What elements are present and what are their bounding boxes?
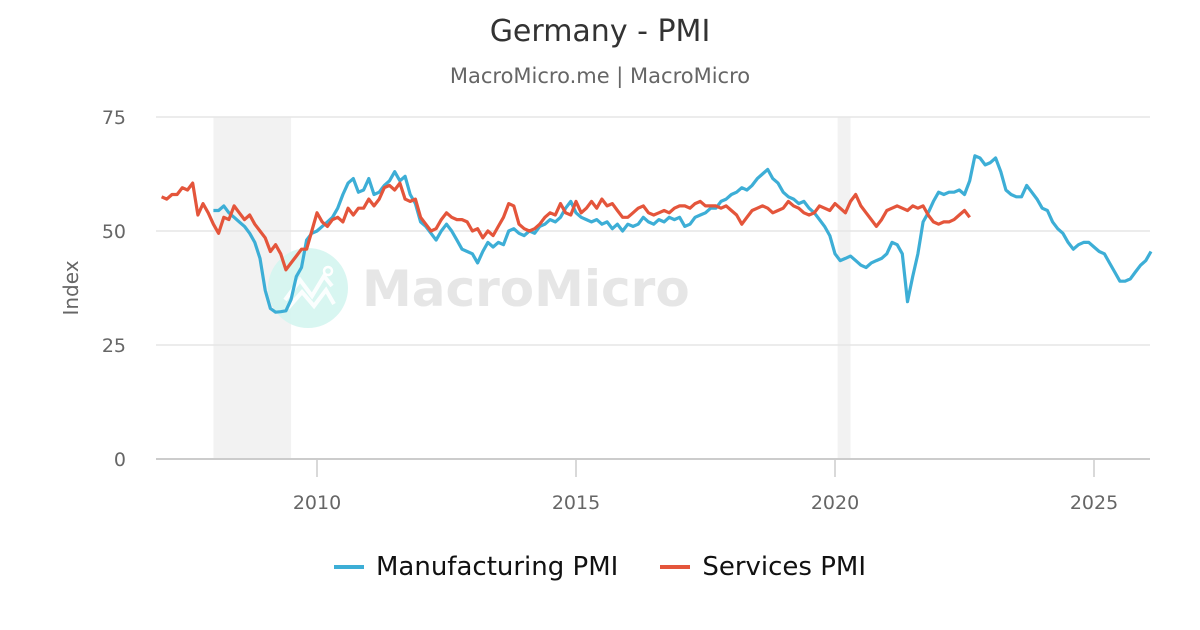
y-axis-label: Index — [59, 260, 83, 315]
x-tick-label: 2025 — [1070, 492, 1118, 514]
x-tick-label: 2015 — [552, 492, 600, 514]
series-lines — [160, 154, 1153, 314]
legend-label: Manufacturing PMI — [375, 552, 619, 582]
recession-band — [837, 117, 851, 459]
x-axis: 2010 2015 2020 2025 — [293, 459, 1118, 514]
legend: Manufacturing PMI Services PMI — [0, 552, 1200, 582]
manufacturing-swatch-icon — [333, 565, 364, 569]
legend-item-services[interactable]: Services PMI — [660, 552, 866, 582]
y-tick-label: 75 — [102, 107, 126, 129]
x-tick-label: 2010 — [293, 492, 341, 514]
legend-label: Services PMI — [702, 552, 866, 582]
chart-title: Germany - PMI — [489, 14, 711, 49]
gridlines — [156, 116, 1150, 460]
x-tick-label: 2020 — [811, 492, 859, 514]
services-swatch-icon — [660, 565, 691, 569]
watermark: MacroMicro — [268, 248, 690, 328]
legend-item-manufacturing[interactable]: Manufacturing PMI — [333, 552, 619, 582]
series-line-services[interactable] — [160, 181, 971, 272]
y-axis: 0 25 50 75 — [102, 107, 126, 471]
chart-subtitle: MacroMicro.me | MacroMicro — [449, 64, 751, 88]
watermark-text: MacroMicro — [362, 260, 690, 318]
y-tick-label: 50 — [102, 221, 126, 243]
y-tick-label: 0 — [114, 449, 126, 471]
series-line-manufacturing[interactable] — [213, 154, 1153, 314]
y-tick-label: 25 — [102, 335, 126, 357]
